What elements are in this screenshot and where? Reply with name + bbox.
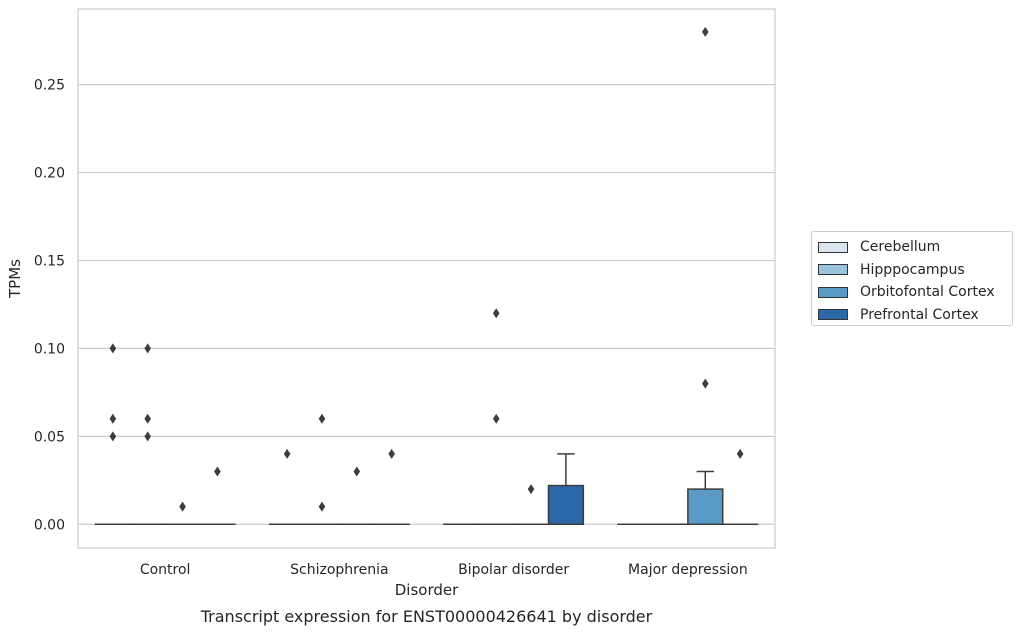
outlier-point (702, 26, 709, 37)
outlier-point (144, 431, 151, 442)
box-0-0 (94, 343, 132, 526)
outlier-point (109, 413, 117, 424)
outlier-point (283, 448, 291, 459)
legend-item: Prefrontal Cortex (818, 304, 1012, 327)
outlier-point (736, 448, 744, 459)
outlier-point (179, 501, 186, 512)
box-1-0 (268, 448, 306, 526)
legend-item: Orbitofontal Cortex (818, 281, 1012, 304)
outlier-point (388, 448, 395, 459)
box-3-2 (687, 26, 724, 526)
figure-caption: Transcript expression for ENST0000042664… (200, 607, 653, 626)
gridlines (78, 83, 775, 525)
box-marks (94, 26, 759, 526)
legend-label: Prefrontal Cortex (860, 306, 979, 323)
box-body (547, 484, 585, 526)
box-1-2 (338, 466, 375, 526)
legend-swatch (818, 309, 848, 321)
legend-label: Hipppocampus (860, 261, 965, 278)
outlier-point (109, 343, 117, 354)
x-tick-labels: Control Schizophrenia Bipolar disorder Majo… (140, 562, 748, 578)
y-tick-label: 0.00 (34, 517, 65, 533)
plot-area-frame (77, 8, 776, 549)
outlier-point (214, 466, 221, 477)
y-axis-title: TPMs (6, 259, 24, 299)
x-tick-label: Control (140, 562, 191, 578)
legend-swatch (818, 264, 848, 276)
legend-swatch (818, 241, 848, 253)
legend-label: Cerebellum (860, 239, 941, 256)
y-tick-label: 0.15 (34, 253, 65, 269)
outlier-point (492, 413, 500, 424)
legend-item: Hipppocampus (818, 259, 1012, 282)
box-0-1 (129, 343, 166, 526)
x-axis-title: Disorder (395, 581, 459, 599)
y-tick-label: 0.10 (34, 341, 65, 357)
box-2-2 (512, 484, 550, 526)
box-1-1 (303, 413, 341, 526)
x-tick-label: Bipolar disorder (458, 562, 569, 578)
legend-label: Orbitofontal Cortex (860, 284, 995, 301)
chart-legend: Cerebellum Hipppocampus Orbitofontal Corte… (811, 231, 1013, 326)
y-tick-labels: 0.00 0.05 0.10 0.15 0.20 0.25 (34, 78, 65, 534)
legend-swatch (818, 286, 848, 298)
legend-item: Cerebellum (818, 236, 1012, 259)
outlier-point (353, 466, 361, 477)
y-tick-label: 0.20 (34, 166, 65, 182)
outlier-point (144, 343, 151, 354)
x-tick-label: Major depression (628, 562, 748, 578)
box-1-3 (373, 448, 410, 526)
outlier-point (109, 431, 117, 442)
box-body (687, 488, 724, 526)
outlier-point (144, 413, 151, 424)
outlier-point (492, 308, 500, 319)
box-2-1 (478, 308, 515, 526)
outlier-point (318, 413, 326, 424)
box-3-3 (721, 448, 759, 526)
outlier-point (527, 484, 535, 495)
outlier-point (702, 378, 709, 389)
y-tick-label: 0.25 (34, 78, 65, 94)
outlier-point (318, 501, 326, 512)
box-2-3 (547, 453, 585, 526)
box-0-3 (199, 466, 236, 526)
x-tick-label: Schizophrenia (290, 562, 388, 578)
box-0-2 (164, 501, 201, 526)
y-tick-label: 0.05 (34, 429, 65, 445)
